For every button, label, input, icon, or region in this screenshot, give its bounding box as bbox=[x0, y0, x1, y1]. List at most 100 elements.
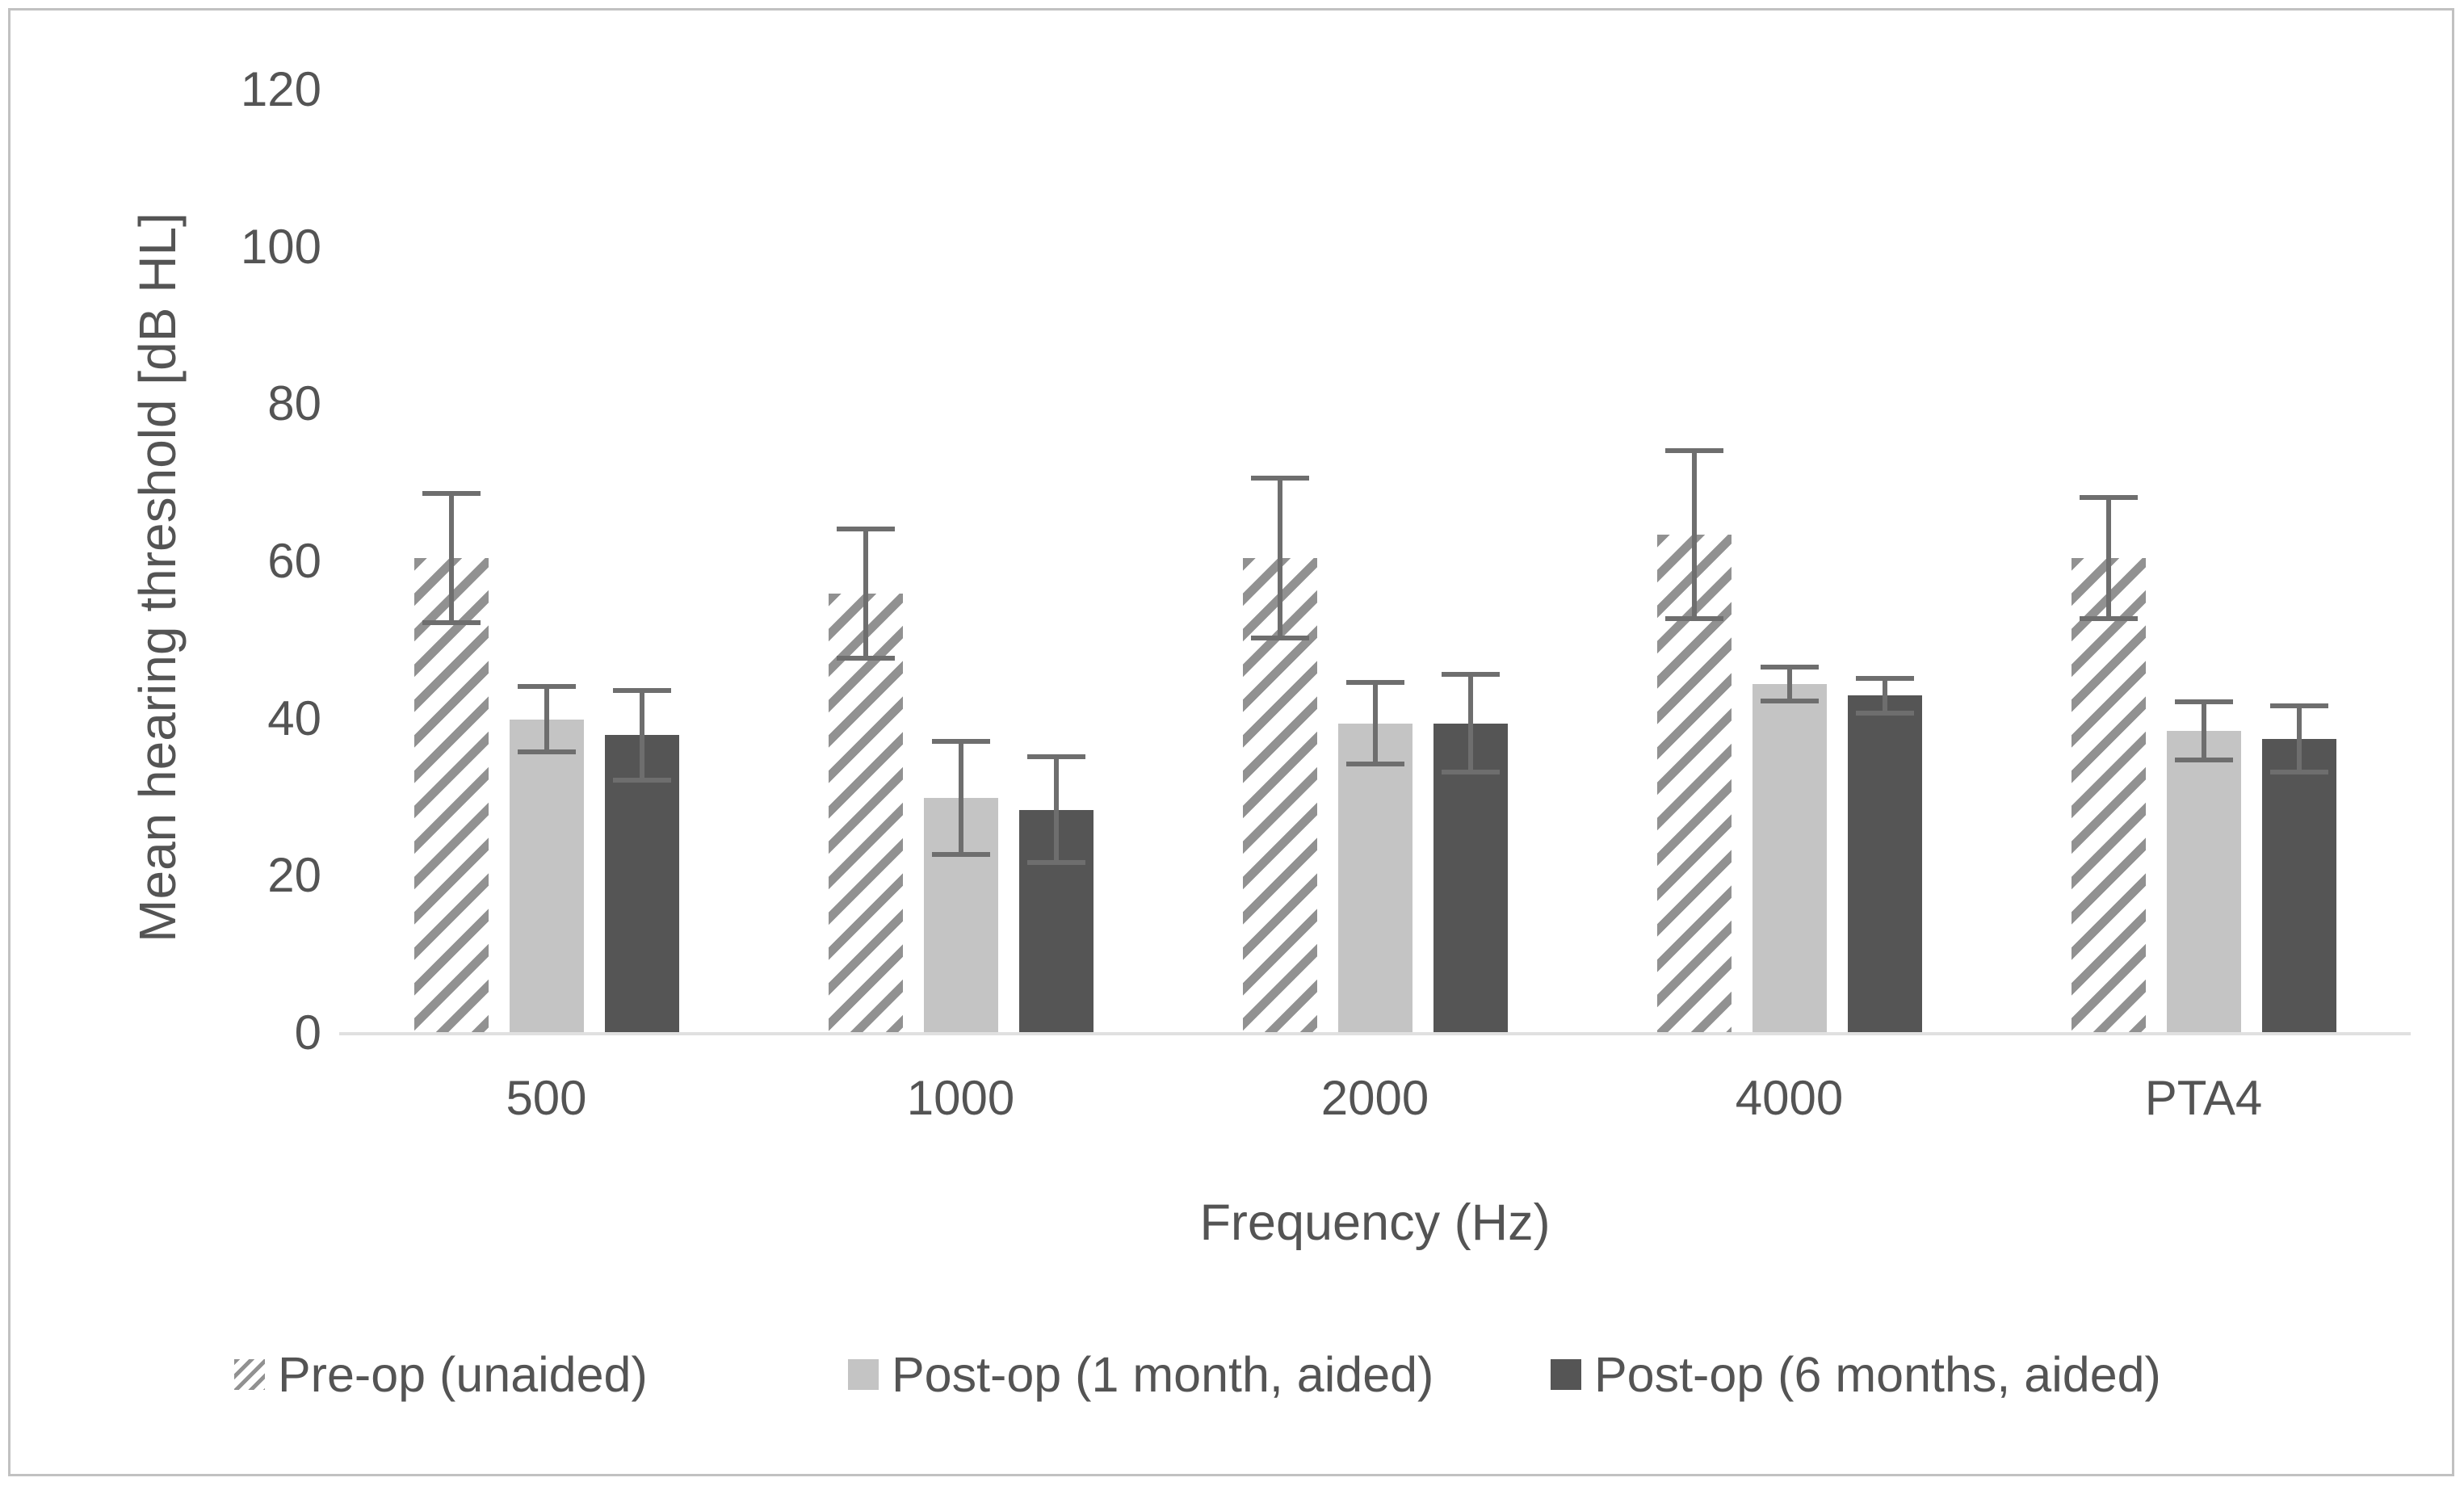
error-bar-cap-top bbox=[1664, 447, 1723, 453]
error-bar-cap-top bbox=[517, 683, 576, 689]
x-axis-title: Frequency (Hz) bbox=[1199, 1194, 1551, 1251]
y-axis-tick-labels: 0 20 40 60 80 100 120 bbox=[0, 0, 321, 1486]
error-bar-pre-op-unaided-2000 bbox=[1250, 475, 1309, 641]
error-bar-line bbox=[544, 683, 549, 755]
error-bar-cap-bottom bbox=[517, 749, 576, 755]
bar-slot-pre-op-unaided-2000 bbox=[1242, 90, 1317, 1034]
error-bar-cap-top bbox=[1855, 676, 1914, 682]
error-bar-post-op-6-months-aided-1000 bbox=[1026, 754, 1085, 865]
x-tick-label-pta4: PTA4 bbox=[2144, 1071, 2263, 1125]
error-bar-cap-bottom bbox=[1664, 616, 1723, 621]
bar-post-op-6-months-aided-500 bbox=[604, 735, 679, 1034]
bar-post-op-1-month-aided-4000 bbox=[1752, 683, 1827, 1034]
bar-post-op-1-month-aided-2000 bbox=[1337, 723, 1412, 1034]
error-bar-cap-bottom bbox=[836, 655, 895, 661]
error-bar-post-op-6-months-aided-2000 bbox=[1441, 672, 1500, 774]
bar-pre-op-unaided-1000 bbox=[828, 593, 903, 1034]
legend-item-post-op-1-month-aided: Post-op (1 month, aided) bbox=[848, 1342, 1433, 1407]
error-bar-post-op-6-months-aided-pta4 bbox=[2269, 703, 2328, 774]
bar-slot-pre-op-unaided-500 bbox=[413, 90, 489, 1034]
legend-item-pre-op-unaided: Pre-op (unaided) bbox=[234, 1342, 648, 1407]
error-bar-post-op-6-months-aided-500 bbox=[612, 687, 671, 783]
error-bar-pre-op-unaided-pta4 bbox=[2079, 495, 2138, 621]
error-bar-line bbox=[958, 739, 963, 857]
error-bar-pre-op-unaided-500 bbox=[422, 491, 481, 625]
error-bar-line bbox=[1691, 447, 1697, 621]
error-bar-cap-top bbox=[2079, 495, 2138, 501]
bar-slot-pre-op-unaided-4000 bbox=[1656, 90, 1732, 1034]
x-tick-label-500: 500 bbox=[506, 1071, 587, 1125]
bar-slot-post-op-6-months-aided-2000 bbox=[1433, 90, 1508, 1034]
bar-post-op-6-months-aided-4000 bbox=[1847, 695, 1922, 1034]
x-axis-tick-labels: 500 1000 2000 4000 PTA4 bbox=[339, 1070, 2411, 1126]
error-bar-cap-top bbox=[2174, 699, 2233, 705]
bar-post-op-1-month-aided-500 bbox=[509, 719, 584, 1034]
bar-group-1000 bbox=[753, 90, 1168, 1034]
bar-slot-post-op-1-month-aided-1000 bbox=[923, 90, 998, 1034]
error-bar-line bbox=[639, 687, 644, 783]
bar-slot-pre-op-unaided-pta4 bbox=[2071, 90, 2146, 1034]
bar-post-op-1-month-aided-pta4 bbox=[2166, 731, 2241, 1034]
bar-group-pta4 bbox=[1996, 90, 2411, 1034]
error-bar-cap-bottom bbox=[2174, 758, 2233, 763]
error-bar-line bbox=[1882, 676, 1887, 716]
error-bar-cap-bottom bbox=[1250, 636, 1309, 641]
error-bar-cap-top bbox=[1345, 680, 1404, 686]
error-bar-cap-bottom bbox=[931, 852, 990, 857]
bar-group-2000 bbox=[1168, 90, 1582, 1034]
y-tick-label-100: 100 bbox=[240, 219, 321, 274]
legend-label-post-op-1-month-aided: Post-op (1 month, aided) bbox=[892, 1347, 1434, 1402]
legend-swatch-pre-op-unaided bbox=[234, 1359, 265, 1390]
bar-slot-post-op-1-month-aided-pta4 bbox=[2166, 90, 2241, 1034]
error-bar-cap-top bbox=[1760, 664, 1819, 670]
error-bar-post-op-1-month-aided-pta4 bbox=[2174, 699, 2233, 763]
error-bar-line bbox=[2201, 699, 2206, 763]
bar-group-500 bbox=[339, 90, 753, 1034]
error-bar-line bbox=[2105, 495, 2111, 621]
error-bar-cap-top bbox=[422, 491, 481, 497]
error-bar-cap-bottom bbox=[1855, 710, 1914, 716]
bar-slot-pre-op-unaided-1000 bbox=[828, 90, 903, 1034]
error-bar-cap-bottom bbox=[1345, 762, 1404, 767]
error-bar-cap-bottom bbox=[612, 777, 671, 783]
legend-swatch-post-op-6-months-aided bbox=[1551, 1359, 1581, 1390]
error-bar-cap-top bbox=[1441, 672, 1500, 678]
error-bar-line bbox=[1372, 680, 1378, 767]
y-tick-label-120: 120 bbox=[240, 61, 321, 116]
bar-groups bbox=[339, 90, 2411, 1034]
bar-slot-post-op-1-month-aided-4000 bbox=[1752, 90, 1827, 1034]
error-bar-line bbox=[2296, 703, 2302, 774]
y-tick-label-80: 80 bbox=[267, 376, 321, 431]
error-bar-line bbox=[1467, 672, 1473, 774]
error-bar-cap-top bbox=[836, 527, 895, 532]
bar-slot-post-op-1-month-aided-500 bbox=[509, 90, 584, 1034]
error-bar-cap-bottom bbox=[1760, 699, 1819, 704]
legend-label-post-op-6-months-aided: Post-op (6 months, aided) bbox=[1594, 1347, 2161, 1402]
error-bar-post-op-1-month-aided-2000 bbox=[1345, 680, 1404, 767]
error-bar-pre-op-unaided-1000 bbox=[836, 527, 895, 661]
y-tick-label-20: 20 bbox=[267, 848, 321, 903]
error-bar-post-op-6-months-aided-4000 bbox=[1855, 676, 1914, 716]
bar-pre-op-unaided-500 bbox=[413, 558, 489, 1034]
x-tick-label-4000: 4000 bbox=[1735, 1071, 1844, 1125]
bar-slot-post-op-6-months-aided-pta4 bbox=[2261, 90, 2336, 1034]
error-bar-cap-bottom bbox=[422, 619, 481, 625]
error-bar-post-op-1-month-aided-1000 bbox=[931, 739, 990, 857]
bar-pre-op-unaided-pta4 bbox=[2071, 558, 2146, 1034]
bar-slot-post-op-6-months-aided-500 bbox=[604, 90, 679, 1034]
y-tick-label-0: 0 bbox=[294, 1005, 321, 1060]
bar-slot-post-op-6-months-aided-1000 bbox=[1018, 90, 1093, 1034]
plot-area bbox=[339, 90, 2411, 1035]
bar-post-op-6-months-aided-2000 bbox=[1433, 723, 1508, 1034]
y-tick-label-60: 60 bbox=[267, 533, 321, 588]
legend-swatch-post-op-1-month-aided bbox=[848, 1359, 879, 1390]
error-bar-cap-bottom bbox=[2269, 769, 2328, 774]
error-bar-cap-top bbox=[931, 739, 990, 744]
error-bar-cap-top bbox=[612, 687, 671, 693]
error-bar-cap-bottom bbox=[1441, 769, 1500, 774]
error-bar-pre-op-unaided-4000 bbox=[1664, 447, 1723, 621]
error-bar-cap-top bbox=[1026, 754, 1085, 760]
error-bar-line bbox=[863, 527, 868, 661]
error-bar-cap-top bbox=[1250, 475, 1309, 481]
bar-slot-post-op-1-month-aided-2000 bbox=[1337, 90, 1412, 1034]
